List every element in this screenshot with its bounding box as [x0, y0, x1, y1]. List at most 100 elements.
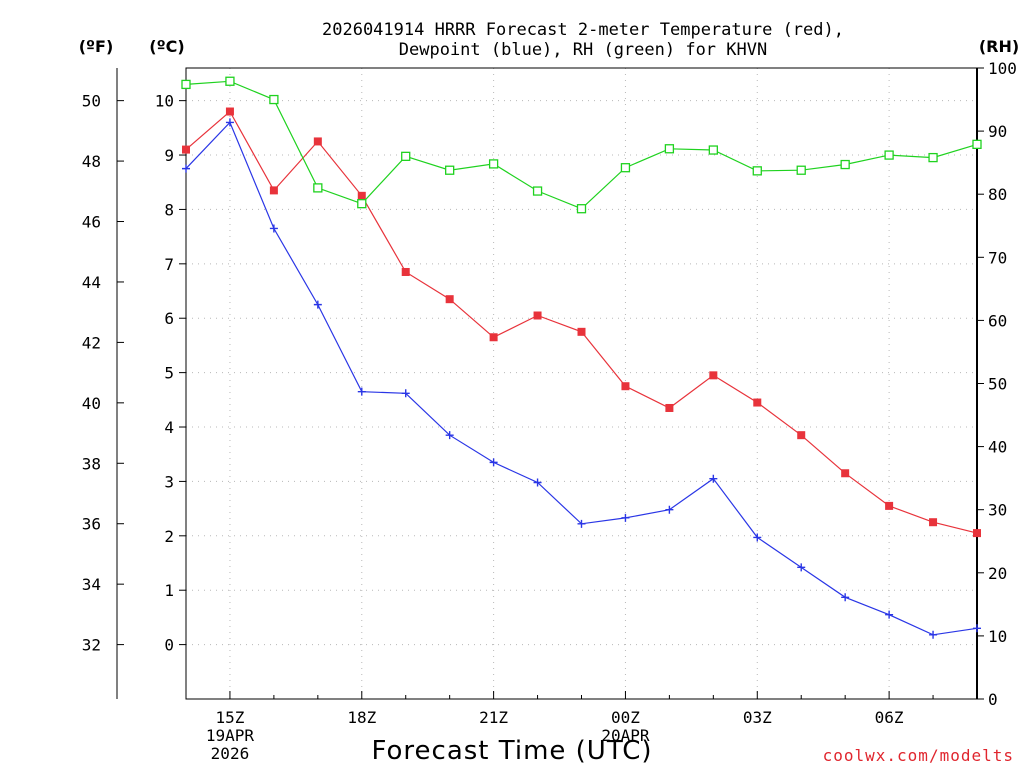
data-point — [621, 382, 630, 391]
data-point — [269, 224, 278, 233]
data-point — [841, 593, 850, 602]
data-point — [973, 529, 981, 538]
x-tick-label: 19APR — [206, 726, 255, 745]
fahrenheit-tick-label: 42 — [82, 333, 101, 352]
celsius-tick-label: 1 — [164, 581, 174, 600]
fahrenheit-tick-label: 48 — [82, 152, 101, 171]
data-point — [840, 159, 850, 170]
y-tick-labels: 0123456789103234363840424446485001020304… — [82, 59, 1017, 709]
rh-tick-label: 50 — [988, 375, 1007, 394]
series-2-meter-temperature — [182, 107, 981, 538]
data-point — [709, 474, 718, 483]
data-point — [665, 403, 674, 412]
fahrenheit-tick-label: 34 — [82, 575, 101, 594]
celsius-tick-label: 8 — [164, 200, 174, 219]
rh-tick-label: 100 — [988, 59, 1017, 78]
axes — [116, 67, 984, 700]
data-point — [577, 327, 586, 336]
data-point — [357, 191, 366, 200]
fahrenheit-tick-label: 36 — [82, 515, 101, 534]
rh-tick-label: 80 — [988, 185, 1007, 204]
celsius-tick-label: 3 — [164, 472, 174, 491]
rh-tick-label: 30 — [988, 501, 1007, 520]
data-point — [357, 387, 366, 396]
data-point — [753, 533, 762, 542]
fahrenheit-tick-label: 50 — [82, 92, 101, 111]
data-point — [841, 469, 850, 478]
x-tick-label: 00Z — [611, 708, 640, 727]
data-point — [401, 267, 410, 276]
data-point — [621, 513, 630, 522]
data-point — [576, 204, 587, 214]
data-point — [664, 144, 675, 154]
data-point — [928, 152, 938, 163]
series-line — [185, 110, 978, 534]
data-point — [753, 398, 762, 407]
rh-tick-label: 20 — [988, 564, 1007, 583]
rh-unit-label: (RH) — [979, 37, 1019, 56]
x-tick-label: 15Z — [215, 708, 244, 727]
series-line — [185, 121, 978, 636]
data-point — [225, 118, 234, 127]
series-dewpoint — [182, 118, 981, 639]
fahrenheit-tick-label: 44 — [82, 273, 101, 292]
rh-tick-label: 60 — [988, 311, 1007, 330]
x-axis-title: Forecast Time (UTC) — [371, 736, 652, 766]
data-point — [929, 630, 938, 639]
fahrenheit-tick-label: 32 — [82, 636, 101, 655]
data-point — [533, 311, 542, 320]
x-tick-label: 2026 — [211, 744, 250, 763]
data-point — [973, 624, 981, 633]
data-point — [533, 478, 542, 487]
chart-title: 2026041914 HRRR Forecast 2-meter Tempera… — [322, 20, 844, 60]
title-line-1: 2026041914 HRRR Forecast 2-meter Tempera… — [322, 20, 844, 40]
x-tick-label: 21Z — [479, 708, 508, 727]
data-point — [445, 431, 454, 440]
fahrenheit-tick-label: 46 — [82, 213, 101, 232]
data-point — [797, 563, 806, 572]
celsius-tick-label: 5 — [164, 364, 174, 383]
series-rh — [181, 76, 982, 214]
data-point — [313, 300, 322, 309]
data-point — [181, 79, 191, 90]
data-point — [620, 163, 631, 173]
data-point — [182, 164, 190, 173]
data-point — [182, 145, 190, 154]
data-point — [752, 166, 762, 176]
data-point — [401, 151, 411, 161]
data-point — [709, 371, 718, 380]
rh-tick-label: 40 — [988, 438, 1007, 457]
data-point — [972, 139, 982, 150]
data-point — [929, 518, 938, 527]
data-point — [577, 519, 586, 528]
data-point — [489, 333, 498, 342]
data-point — [269, 94, 279, 105]
fahrenheit-tick-label: 38 — [82, 454, 101, 473]
celsius-tick-label: 2 — [164, 527, 174, 546]
data-point — [357, 199, 367, 209]
celsius-unit-label: (ºC) — [149, 37, 184, 56]
data-point — [445, 295, 454, 304]
data-point — [313, 183, 323, 193]
data-point — [885, 610, 894, 619]
fahrenheit-tick-label: 40 — [82, 394, 101, 413]
celsius-tick-label: 7 — [164, 255, 174, 274]
rh-tick-label: 0 — [988, 690, 998, 709]
data-series — [181, 76, 982, 639]
data-point — [797, 431, 806, 440]
data-point — [269, 186, 278, 195]
data-point — [401, 389, 410, 398]
celsius-tick-label: 10 — [155, 92, 174, 111]
data-point — [488, 159, 499, 169]
data-point — [489, 458, 498, 467]
data-point — [665, 505, 674, 514]
rh-tick-label: 90 — [988, 122, 1007, 141]
x-tick-label: 03Z — [743, 708, 772, 727]
fahrenheit-unit-label: (ºF) — [79, 37, 114, 56]
celsius-tick-label: 4 — [164, 418, 174, 437]
data-point — [225, 107, 234, 116]
data-point — [225, 76, 235, 86]
rh-tick-label: 10 — [988, 627, 1007, 646]
data-point — [445, 165, 455, 175]
